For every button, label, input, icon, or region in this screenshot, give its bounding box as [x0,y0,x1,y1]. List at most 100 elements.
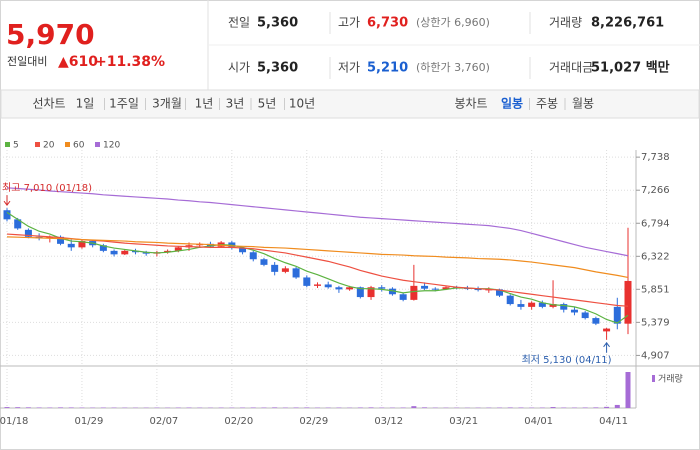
volume-bar [304,407,310,408]
candle-body [314,284,321,286]
y-tick-label: 4,907 [641,350,670,361]
candle-body [164,250,172,253]
candle-body [549,304,557,307]
annotation: 최고 7,010 (01/18) [2,182,92,194]
candle-body [613,306,621,324]
volume-bar [250,407,256,408]
moving-average [6,187,629,257]
moving-average [6,211,629,324]
volume-bar [507,407,513,408]
candle-body [99,245,107,251]
info-value: 51,027 백만 [591,60,670,76]
info-label: 전일 [228,16,250,30]
legend-label: 120 [103,141,120,151]
candle-body [292,268,300,278]
candle-body [356,287,364,298]
x-tick-label: 04/01 [524,416,553,427]
legend-swatch [5,142,10,147]
candle-body [3,210,11,220]
candle-body [281,268,289,272]
volume-bar [411,406,417,408]
legend-label: 5 [13,141,19,151]
info-label: 거래량 [549,16,582,30]
volume-bar [422,407,428,408]
volume-bar [25,407,31,408]
legend-label: 60 [73,141,85,151]
volume-bar [357,407,363,408]
period-tab[interactable]: 1일 [76,97,95,111]
volume-bar [293,407,299,408]
candle-body [496,289,504,296]
candle-body [324,284,332,288]
candle-body [206,243,214,247]
candle-body [624,280,632,324]
candle-body [249,252,257,260]
info-value: 5,360 [257,61,298,76]
x-tick-label: 04/11 [599,416,628,427]
candle-body [78,241,86,248]
x-tick-label: 01/29 [75,416,104,427]
candle-body [335,287,343,290]
volume-bar [550,407,556,408]
annotation: 최저 5,130 (04/11) [522,354,612,366]
candle-body [260,259,268,265]
change: ▲610 [58,54,98,70]
info-label: 시가 [228,61,250,75]
candle-body [570,309,578,313]
candle-body [131,250,139,253]
volume-bar [368,407,374,408]
change-label: 전일대비 [7,54,47,68]
y-tick-label: 6,322 [641,251,670,262]
volume-bar [604,406,610,408]
candle-body [67,243,75,248]
x-tick-label: 02/20 [224,416,253,427]
candle-body [174,247,182,251]
moving-average [6,236,629,279]
candle-tab[interactable]: 일봉 [501,97,523,111]
volume-bar [58,407,64,408]
period-tab[interactable]: 3년 [226,97,245,111]
candle-body [110,250,118,255]
info-value: 8,226,761 [591,16,664,31]
candle-body [121,250,129,255]
period-tab[interactable]: 5년 [258,97,277,111]
info-note: (하한가 3,760) [416,60,490,74]
candle-body [239,248,247,253]
candle-body [24,229,32,237]
tab-group-label: 선차트 [32,97,65,111]
tab-bar [0,89,700,119]
volume-legend-swatch [652,375,655,382]
info-value: 5,360 [257,16,298,31]
change-rate: +11.38% [95,54,165,70]
volume-bar [68,407,74,408]
x-tick-label: 03/21 [449,416,478,427]
period-tab[interactable]: 3개월 [152,97,182,111]
candle-body [603,328,611,332]
candle-tab[interactable]: 월봉 [572,97,594,111]
volume-bar [614,404,620,408]
legend-label: 20 [43,141,55,151]
period-tab[interactable]: 1주일 [109,97,139,111]
candle-body [506,295,514,305]
annotation-arrow-head [3,200,11,206]
candle-body [271,264,279,272]
candle-body [442,287,450,290]
info-value: 5,210 [367,61,408,76]
tab-group-label: 봉차트 [454,97,487,111]
candle-body [399,294,407,300]
candle-body [431,288,439,290]
info-label: 거래대금 [549,61,593,75]
candle-body [517,304,525,307]
annotation-arrow-head [603,341,610,348]
candle-body [560,304,568,310]
candle-tab[interactable]: 주봉 [536,97,558,111]
period-tab[interactable]: 10년 [289,97,315,111]
candle-body [538,302,546,307]
candle-body [57,236,65,244]
period-tab[interactable]: 1년 [195,97,214,111]
volume-bar [36,407,42,408]
candle-body [388,288,396,295]
volume-bar [625,372,631,408]
